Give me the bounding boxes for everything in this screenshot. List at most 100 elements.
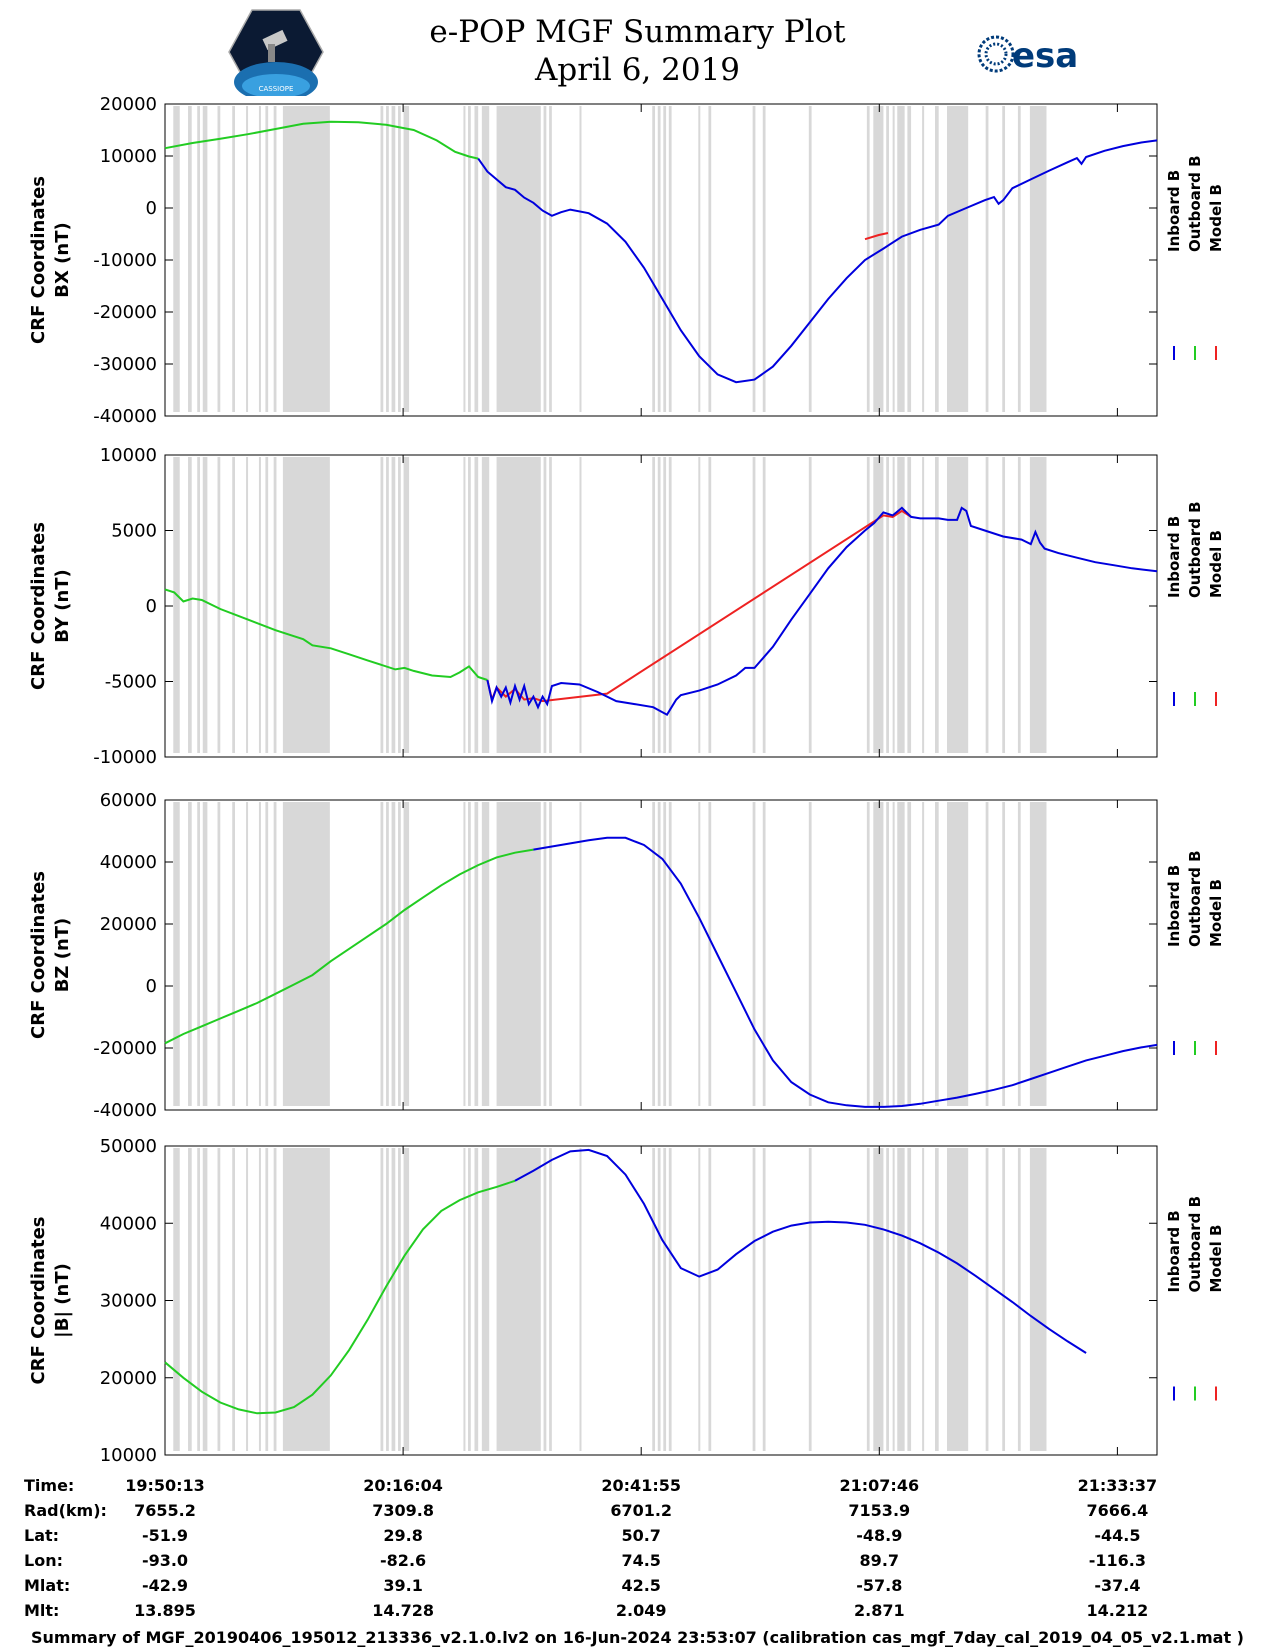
data-gap-band: [762, 106, 766, 412]
data-gap-band: [866, 802, 870, 1106]
data-gap-band: [663, 802, 667, 1106]
y-tick-label: -20000: [93, 1038, 157, 1059]
data-gap-band: [398, 1148, 401, 1451]
data-gap-band: [762, 457, 766, 753]
data-gap-band: [246, 1148, 249, 1451]
legend-label-outboard: Outboard B: [1186, 850, 1204, 947]
data-gap-band: [1017, 1148, 1021, 1451]
data-gap-band: [657, 802, 661, 1106]
y-tick-label: 0: [146, 198, 157, 219]
data-gap-band: [481, 802, 490, 1106]
data-gap-band: [273, 457, 277, 753]
table-cell: -44.5: [1094, 1526, 1140, 1545]
data-gap-band: [173, 802, 180, 1106]
data-gap-band: [866, 1148, 870, 1451]
data-gap-band: [468, 457, 471, 753]
data-gap-band: [474, 1148, 479, 1451]
data-gap-band: [922, 802, 925, 1106]
data-gap-band: [468, 1148, 471, 1451]
table-cell: 2.871: [854, 1601, 905, 1620]
data-gap-band: [202, 106, 208, 412]
data-gap-band: [1017, 802, 1021, 1106]
data-gap-band: [579, 106, 582, 412]
data-gap-band: [579, 802, 582, 1106]
data-gap-band: [1029, 457, 1047, 753]
data-gap-band: [403, 106, 410, 412]
esa-logo: esa: [977, 35, 1078, 74]
data-gap-band: [197, 106, 201, 412]
ephemeris-table: Time: 19:50:13 20:16:04 20:41:55 21:07:46 21:…: [24, 1476, 1157, 1620]
data-gap-band: [463, 802, 466, 1106]
data-gap-band: [188, 457, 192, 753]
table-cell: -93.0: [142, 1551, 188, 1570]
y-tick-label: -10000: [93, 250, 157, 271]
data-gap-band: [197, 1148, 201, 1451]
legend-label-inboard: Inboard B: [1165, 1210, 1183, 1292]
table-cell: 7666.4: [1087, 1501, 1149, 1520]
data-gap-band: [668, 106, 672, 412]
y-axis-label-line2: BY (nT): [52, 569, 73, 643]
data-gap-band: [873, 106, 884, 412]
data-gap-band: [232, 457, 236, 753]
cassiope-logo-text: CASSIOPE: [259, 85, 294, 93]
data-gap-band: [549, 457, 552, 753]
data-gap-band: [886, 457, 889, 753]
table-cell: 7309.8: [372, 1501, 434, 1520]
data-gap-band: [265, 106, 269, 412]
data-gap-band: [946, 802, 969, 1106]
outboard-b-line: [164, 120, 479, 160]
table-cell: 39.1: [383, 1576, 422, 1595]
data-gap-band: [380, 1148, 384, 1451]
data-gap-band: [1002, 106, 1006, 412]
data-gap-band: [866, 457, 870, 753]
table-row-label: Mlt:: [24, 1601, 59, 1620]
data-gap-band: [197, 457, 201, 753]
data-gap-band: [217, 106, 221, 412]
table-cell: 13.895: [134, 1601, 196, 1620]
data-gap-band: [463, 1148, 466, 1451]
y-tick-label: 40000: [100, 1213, 157, 1234]
legend-label-model: Model B: [1207, 1225, 1225, 1293]
y-tick-label: 60000: [100, 790, 157, 811]
panel-4: 50000 40000 30000 20000 10000 CRF Coordinates…: [28, 1136, 1225, 1466]
outboard-b-line: [164, 1179, 516, 1415]
data-gap-band: [935, 802, 939, 1106]
data-gap-band: [173, 106, 180, 412]
data-gap-band: [698, 106, 701, 412]
data-gap-band: [657, 457, 661, 753]
data-gap-band: [985, 457, 989, 753]
data-gap-band: [873, 1148, 884, 1451]
data-gap-band: [386, 106, 389, 412]
data-gap-band: [1029, 1148, 1047, 1451]
data-gap-band: [985, 802, 989, 1106]
data-gap-band: [892, 1148, 895, 1451]
table-cell: -48.9: [856, 1526, 902, 1545]
y-tick-label: 10000: [100, 1445, 157, 1466]
data-gap-band: [668, 802, 672, 1106]
data-gap-band: [668, 1148, 672, 1451]
data-gap-band: [468, 802, 471, 1106]
data-gap-band: [391, 457, 396, 753]
data-gap-band: [543, 106, 547, 412]
table-cell: 14.728: [372, 1601, 434, 1620]
table-cell: 14.212: [1087, 1601, 1149, 1620]
data-gap-band: [468, 106, 471, 412]
data-gap-band: [708, 1148, 712, 1451]
data-gap-band: [549, 106, 552, 412]
data-gap-band: [922, 457, 925, 753]
data-gap-band: [652, 457, 656, 753]
cassiope-logo: CASSIOPE: [228, 9, 324, 96]
data-gap-band: [698, 802, 701, 1106]
data-gap-band: [496, 802, 541, 1106]
data-gap-band: [232, 1148, 236, 1451]
data-gap-band: [657, 1148, 661, 1451]
data-gap-band: [698, 457, 701, 753]
legend-label-inboard: Inboard B: [1165, 516, 1183, 598]
table-cell: 89.7: [860, 1551, 899, 1570]
y-tick-label: 10000: [100, 445, 157, 466]
table-cell: -42.9: [142, 1576, 188, 1595]
plot-frame: [164, 799, 1158, 1111]
data-gap-band: [474, 802, 479, 1106]
data-gap-band: [391, 802, 396, 1106]
data-gap-band: [543, 1148, 547, 1451]
